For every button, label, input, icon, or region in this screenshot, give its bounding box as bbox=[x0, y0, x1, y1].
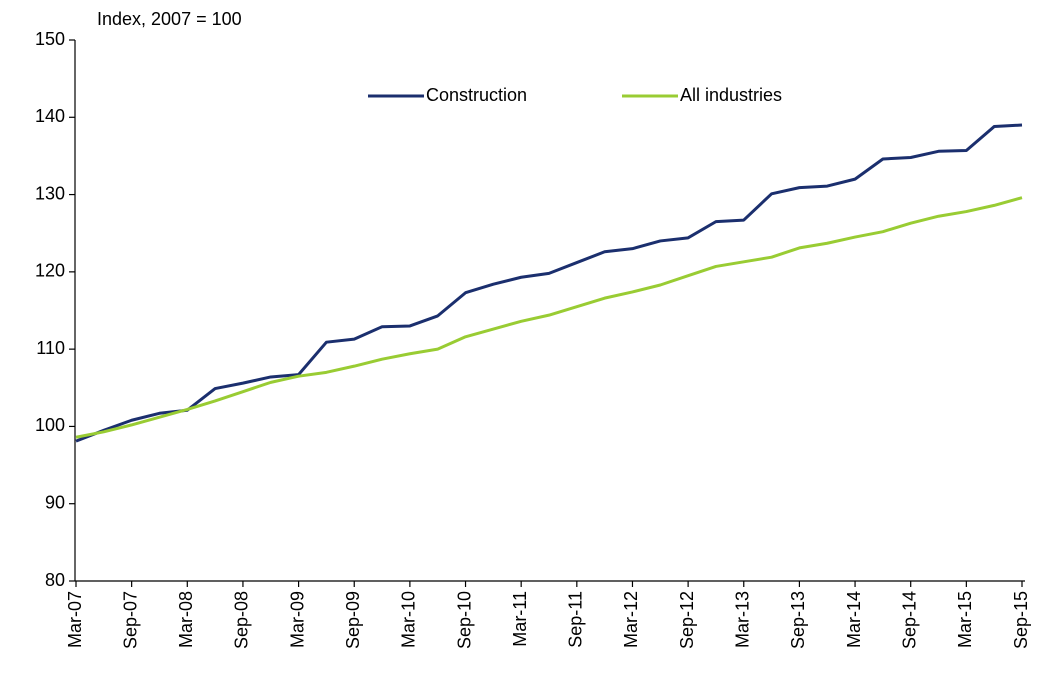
y-tick-label: 100 bbox=[35, 415, 65, 435]
x-tick-label: Mar-14 bbox=[844, 591, 864, 648]
x-tick-label: Mar-10 bbox=[399, 591, 419, 648]
y-tick-label: 140 bbox=[35, 106, 65, 126]
y-tick-label: 150 bbox=[35, 29, 65, 49]
x-tick-label: Sep-08 bbox=[232, 591, 252, 649]
y-tick-label: 130 bbox=[35, 183, 65, 203]
x-tick-label: Mar-07 bbox=[65, 591, 85, 648]
x-tick-label: Mar-11 bbox=[510, 591, 530, 647]
y-tick-label: 80 bbox=[45, 570, 65, 590]
y-axis-label: Index, 2007 = 100 bbox=[97, 9, 242, 29]
x-tick-label: Sep-14 bbox=[899, 591, 919, 649]
y-tick-label: 90 bbox=[45, 492, 65, 512]
y-tick-label: 110 bbox=[36, 338, 65, 358]
x-tick-label: Mar-15 bbox=[955, 591, 975, 648]
x-tick-label: Mar-08 bbox=[176, 591, 196, 648]
y-tick-label: 120 bbox=[35, 261, 65, 281]
x-tick-label: Sep-12 bbox=[677, 591, 697, 649]
x-tick-label: Mar-09 bbox=[287, 591, 307, 648]
x-tick-label: Sep-09 bbox=[343, 591, 363, 649]
x-tick-label: Sep-07 bbox=[120, 591, 140, 649]
x-tick-label: Sep-15 bbox=[1011, 591, 1031, 649]
x-tick-label: Mar-13 bbox=[733, 591, 753, 648]
series-line bbox=[75, 123, 1023, 443]
x-tick-label: Sep-10 bbox=[454, 591, 474, 649]
legend-label: Construction bbox=[426, 85, 527, 105]
x-tick-label: Sep-11 bbox=[566, 591, 586, 648]
legend-label: All industries bbox=[680, 85, 782, 105]
x-tick-label: Mar-12 bbox=[621, 591, 641, 648]
series-line bbox=[75, 196, 1023, 439]
x-tick-label: Sep-13 bbox=[788, 591, 808, 649]
